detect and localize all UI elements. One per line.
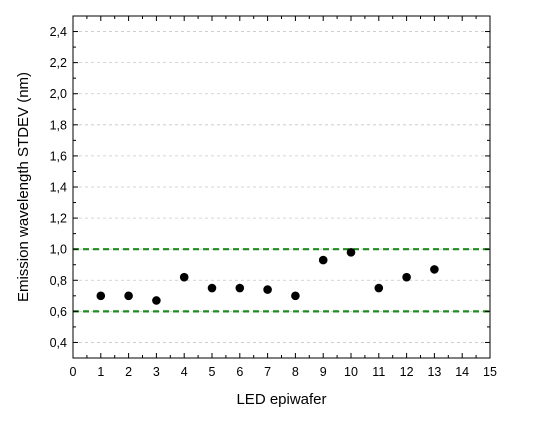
data-point: [430, 265, 439, 274]
y-tick-label: 0,8: [50, 274, 67, 288]
data-point: [124, 291, 133, 301]
y-tick-label: 2,0: [50, 87, 67, 101]
x-tick-label: 14: [455, 365, 469, 379]
y-axis-title: Emission wavelength STDEV (nm): [15, 72, 32, 302]
y-tick-label: 1,6: [50, 149, 67, 163]
y-tick-label: 0,6: [50, 305, 67, 319]
x-tick-label: 1: [97, 365, 104, 379]
data-point: [318, 255, 328, 265]
data-points: [96, 247, 439, 305]
y-tick-label: 1,8: [50, 118, 67, 132]
y-tick-label: 1,2: [50, 212, 67, 226]
grid-lines: [73, 31, 490, 343]
x-tick-label: 15: [483, 365, 497, 379]
y-tick-label: 2,2: [50, 56, 67, 70]
data-point: [235, 283, 245, 293]
data-point: [291, 291, 300, 301]
y-tick-label: 1,4: [50, 181, 67, 195]
x-tick-label: 3: [153, 365, 160, 379]
x-axis-ticks: 0 1 2 3 4 5 6 7 8 9 10 11 12 13 14 15: [70, 16, 497, 379]
data-point: [152, 296, 161, 305]
y-tick-label: 1,0: [50, 243, 67, 257]
x-axis-title: LED epiwafer: [236, 391, 326, 408]
x-tick-label: 6: [236, 365, 243, 379]
data-point: [179, 272, 189, 282]
x-tick-label: 10: [344, 365, 358, 379]
x-tick-label: 13: [427, 365, 441, 379]
data-point: [402, 272, 411, 282]
x-tick-label: 0: [70, 365, 77, 379]
data-point: [374, 283, 384, 293]
data-point: [96, 291, 106, 301]
data-point: [263, 285, 272, 294]
y-tick-label: 0,4: [50, 336, 67, 350]
x-tick-label: 9: [320, 365, 327, 379]
x-tick-label: 5: [209, 365, 216, 379]
data-point: [207, 283, 217, 293]
x-tick-label: 8: [292, 365, 299, 379]
x-tick-label: 4: [181, 365, 188, 379]
data-point: [346, 247, 356, 257]
y-tick-label: 2,4: [50, 25, 67, 39]
x-tick-label: 11: [372, 365, 385, 379]
x-tick-label: 7: [264, 365, 271, 379]
x-tick-label: 12: [400, 365, 414, 379]
y-axis-ticks: 0,4 0,6 0,8 1,0 1,2 1,4 1,6 1,8 2,0 2,2 2,4: [50, 25, 490, 359]
x-tick-label: 2: [125, 365, 132, 379]
